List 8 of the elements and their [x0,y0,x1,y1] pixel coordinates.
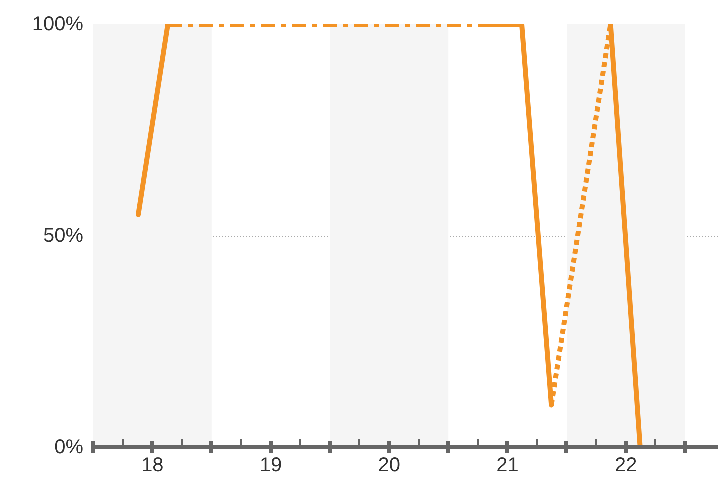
x-tick-label: 18 [142,454,164,476]
y-tick-label: 0% [54,436,84,458]
y-tick-label: 50% [43,225,84,247]
x-tick-label: 22 [615,454,638,476]
y-tick-label: 100% [32,14,84,36]
x-tick-label: 21 [496,454,519,476]
x-tick-label: 19 [260,454,282,476]
x-tick-label: 20 [378,454,401,476]
